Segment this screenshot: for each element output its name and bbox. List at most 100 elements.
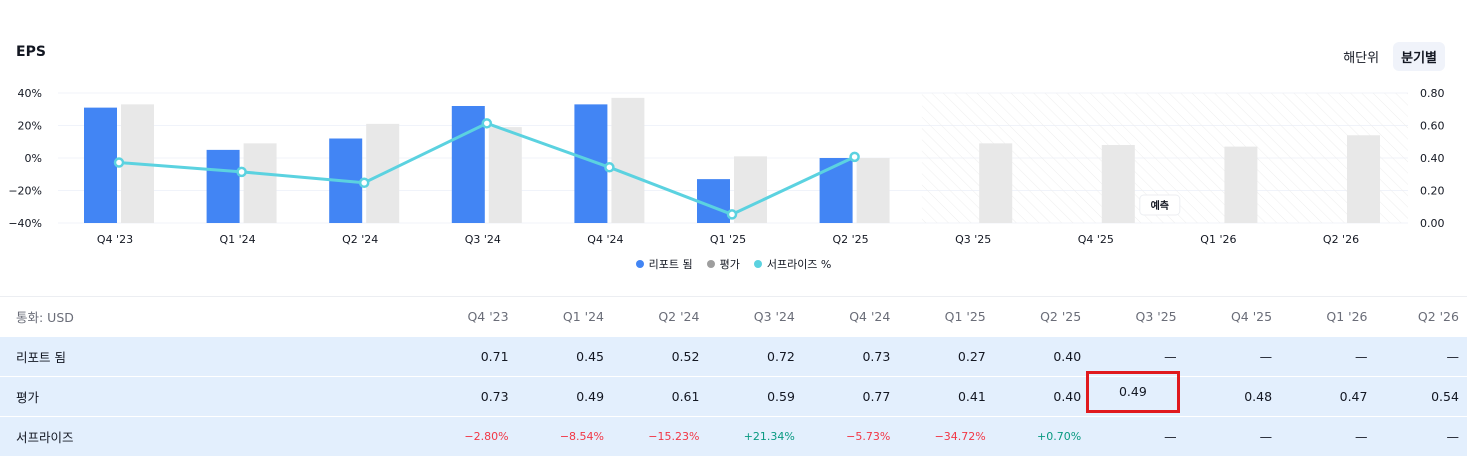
right-tick-label: 0.40	[1420, 152, 1445, 165]
bar-reported-1	[206, 149, 240, 223]
x-tick-label: Q4 '25	[1078, 233, 1114, 246]
legend-label-reported: 리포트 됨	[648, 258, 693, 271]
table-cell: —	[1355, 349, 1368, 364]
bar-estimate-10	[1347, 135, 1380, 223]
x-tick-label: Q2 '25	[833, 233, 869, 246]
forecast-label: 예측	[1151, 199, 1169, 212]
legend-label-surprise: 서프라이즈 %	[766, 258, 832, 271]
left-tick-label: −40%	[8, 217, 42, 230]
table-cell: −15.23%	[648, 430, 700, 443]
right-tick-label: 0.20	[1420, 185, 1445, 198]
legend-dot-surprise	[753, 260, 762, 268]
right-tick-label: 0.60	[1420, 120, 1445, 133]
table-header-row: 통화: USD Q4 '23 Q1 '24 Q2 '24 Q3 '24 Q4 '24 Q1 …	[0, 296, 1467, 336]
bar-estimate-6	[856, 158, 890, 223]
table-cell: −5.73%	[846, 430, 891, 443]
x-tick-label: Q3 '25	[955, 233, 991, 246]
row-label: 서프라이즈	[16, 430, 74, 445]
eps-chart: 40% 20% 0% −20% −40% 0.80 0.60 0.40 0.20 0.00 Q4 '…	[8, 87, 1444, 246]
forecast-badge	[1139, 194, 1181, 216]
table-cell: —	[1164, 429, 1177, 444]
annual-toggle-button[interactable]: 해단위	[1343, 51, 1380, 66]
surprise-point-0	[113, 157, 125, 168]
surprise-point-2	[358, 177, 370, 188]
table-cell: —	[1259, 349, 1273, 364]
right-tick-label: 0.80	[1420, 87, 1445, 100]
table-cell: 0.27	[957, 349, 986, 364]
column-header: Q2 '24	[658, 309, 700, 324]
column-header: Q2 '26	[1417, 309, 1459, 324]
x-tick-label: Q4 '24	[587, 233, 623, 246]
table-cell: 0.73	[480, 389, 509, 404]
quarterly-toggle-button[interactable]: 분기별	[1393, 42, 1445, 71]
legend-item-reported[interactable]: 리포트 됨	[635, 256, 693, 272]
highlighted-cell: 0.49	[1086, 370, 1180, 413]
legend-dot-estimate	[706, 260, 715, 268]
surprise-point-1	[236, 166, 247, 178]
bar-reported-0	[84, 107, 117, 223]
surprise-point-5	[726, 209, 738, 220]
row-label: 평가	[16, 390, 40, 405]
table-cell: 0.41	[957, 389, 986, 404]
bar-estimate-8	[1101, 145, 1135, 223]
table-cell: −8.54%	[559, 430, 604, 443]
table-cell: 0.72	[767, 349, 795, 364]
column-header: Q2 '25	[1040, 309, 1082, 324]
table-cell: +0.70%	[1037, 430, 1082, 443]
x-tick-label: Q2 '24	[342, 233, 378, 246]
table-cell: 0.61	[671, 389, 700, 404]
table-cell: 0.40	[1053, 349, 1082, 364]
currency-label: 통화: USD	[16, 310, 74, 325]
row-label: 리포트 됨	[16, 350, 66, 365]
left-tick-label: 40%	[18, 87, 42, 100]
table-cell: 0.73	[862, 349, 891, 364]
bar-estimate-1	[243, 143, 277, 223]
x-tick-label: Q1 '25	[710, 233, 746, 246]
table-cell: 0.52	[671, 349, 700, 364]
column-header: Q4 '23	[467, 309, 509, 324]
table-cell: —	[1164, 349, 1177, 364]
legend-item-surprise[interactable]: 서프라이즈 %	[753, 256, 832, 272]
bar-estimate-3	[488, 127, 522, 223]
eps-table: 통화: USD Q4 '23 Q1 '24 Q2 '24 Q3 '24 Q4 '24 Q1 …	[0, 296, 1467, 456]
bar-reported-5	[697, 179, 730, 223]
legend-label-estimate: 평가	[719, 258, 740, 271]
bar-reported-3	[451, 106, 485, 223]
table-row: 리포트 됨 0.71 0.45 0.52 0.72 0.73 0.27 0.40 — — — —	[0, 336, 1467, 376]
bar-estimate-5	[734, 156, 767, 223]
left-tick-label: −20%	[8, 185, 42, 198]
x-tick-label: Q1 '26	[1200, 233, 1236, 246]
column-header: Q3 '24	[753, 309, 795, 324]
chart-title: EPS	[16, 44, 46, 60]
table-cell: —	[1355, 429, 1368, 444]
table-cell: —	[1259, 429, 1273, 444]
axes: 40% 20% 0% −20% −40% 0.80 0.60 0.40 0.20 0.00 Q4 '…	[8, 87, 1444, 246]
left-tick-label: 20%	[18, 120, 42, 133]
table-cell: −34.72%	[934, 430, 986, 443]
period-toggle: 해단위 분기별	[1335, 42, 1445, 71]
right-tick-label: 0.00	[1420, 217, 1445, 230]
legend: 리포트 됨 평가 서프라이즈 %	[0, 256, 1467, 272]
bar-reported-6	[819, 158, 853, 223]
table-cell: 0.59	[767, 389, 795, 404]
table-cell: 0.47	[1339, 389, 1368, 404]
column-header: Q1 '26	[1326, 309, 1368, 324]
table-cell: 0.40	[1053, 389, 1082, 404]
bar-estimate-9	[1224, 146, 1258, 223]
table-cell: +21.34%	[743, 430, 795, 443]
column-header: Q1 '25	[944, 309, 986, 324]
bar-estimate-7	[979, 143, 1013, 223]
table-cell: —	[1446, 429, 1459, 444]
x-tick-label: Q4 '23	[97, 233, 133, 246]
table-row: 서프라이즈 −2.80% −8.54% −15.23% +21.34% −5.73% −34…	[0, 416, 1467, 456]
column-header: Q3 '25	[1135, 309, 1177, 324]
column-header: Q1 '24	[562, 309, 604, 324]
surprise-line	[113, 118, 860, 220]
x-tick-label: Q2 '26	[1323, 233, 1359, 246]
table-cell: 0.77	[862, 389, 891, 404]
surprise-point-4	[604, 162, 615, 173]
column-header: Q4 '25	[1230, 309, 1273, 324]
table-cell: 0.48	[1244, 389, 1273, 404]
x-tick-label: Q3 '24	[465, 233, 501, 246]
legend-item-estimate[interactable]: 평가	[706, 256, 740, 272]
